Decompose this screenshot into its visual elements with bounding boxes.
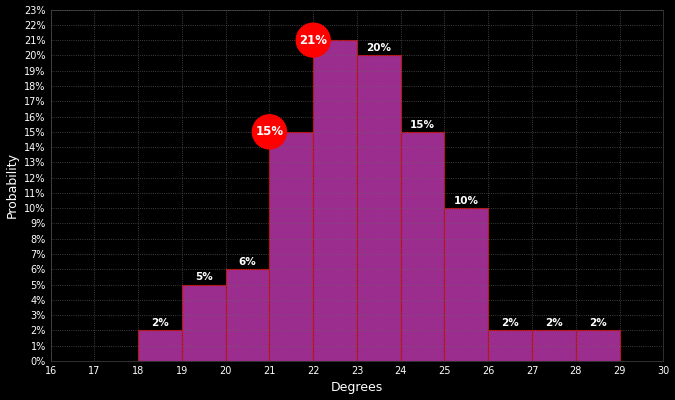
Bar [401,132,445,361]
Text: 5%: 5% [195,272,213,282]
Bar [225,269,269,361]
Bar [182,285,225,361]
Text: 2%: 2% [545,318,563,328]
X-axis label: Degrees: Degrees [331,382,383,394]
Text: 15%: 15% [255,125,284,138]
Bar [313,40,357,361]
Text: 21%: 21% [299,34,327,47]
Y-axis label: Probability: Probability [5,152,18,218]
Bar [532,330,576,361]
Text: 2%: 2% [589,318,607,328]
Bar [138,330,182,361]
Bar [269,132,313,361]
Bar [445,208,488,361]
Bar [576,330,620,361]
Text: 2%: 2% [151,318,169,328]
Text: 2%: 2% [502,318,519,328]
Bar [357,55,401,361]
Text: 10%: 10% [454,196,479,206]
Text: 15%: 15% [410,120,435,130]
Text: 20%: 20% [367,43,392,53]
Bar [488,330,532,361]
Text: 6%: 6% [239,257,256,267]
